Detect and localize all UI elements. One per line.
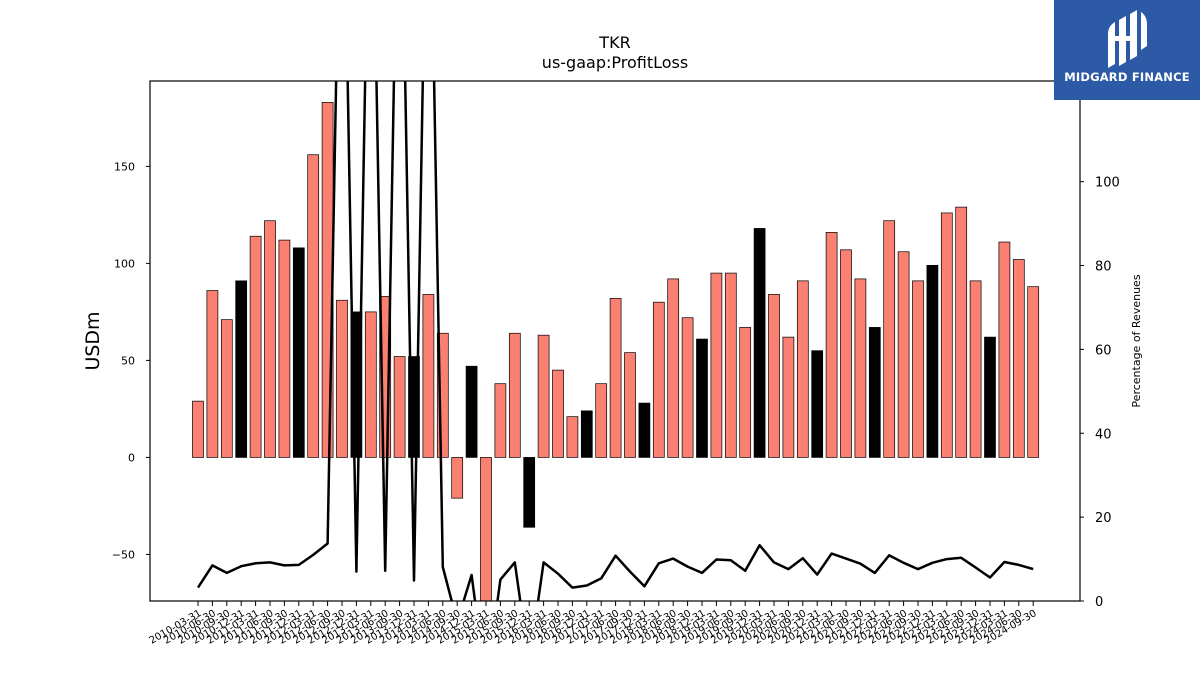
bar (379, 296, 392, 458)
bar (364, 311, 377, 458)
bar (537, 334, 550, 458)
bar (1012, 259, 1025, 458)
y2-tick-label: 40 (1095, 427, 1112, 442)
bar (897, 251, 910, 458)
y-tick-label: 150 (114, 160, 135, 173)
bar-series (192, 101, 1040, 601)
bar (984, 336, 996, 458)
logo-text: MIDGARD FINANCE (1064, 70, 1190, 84)
bar (883, 220, 896, 458)
bar (969, 280, 982, 458)
bar (926, 264, 939, 458)
bar (523, 457, 536, 528)
bar (220, 319, 233, 458)
bar (494, 383, 507, 458)
bar (696, 338, 708, 458)
y2-tick-label: 20 (1095, 511, 1112, 526)
x-axis-ticks: 2010-03-312010-06-302010-09-302010-12-31… (148, 601, 1039, 647)
bar (955, 206, 968, 458)
chart-subtitle: us-gaap:ProfitLoss (542, 53, 688, 72)
bar (840, 249, 852, 458)
bar (278, 239, 291, 458)
bar (552, 369, 564, 458)
bar (480, 457, 492, 601)
bar (292, 247, 305, 458)
bar (609, 297, 622, 458)
bar (652, 301, 665, 458)
bar (422, 294, 435, 458)
bar (667, 278, 680, 458)
bar (724, 272, 737, 458)
bar (739, 327, 752, 458)
y-axis-ticks: −50 0 50 100 150 (112, 160, 150, 561)
bar (796, 280, 809, 458)
bar (566, 416, 579, 458)
y-tick-label: −50 (112, 548, 135, 561)
bar (854, 278, 867, 458)
bar (465, 365, 478, 458)
bar (508, 332, 521, 458)
y2-tick-label: 60 (1095, 343, 1112, 358)
bar (825, 231, 838, 458)
bar (710, 272, 723, 458)
bar (393, 356, 406, 458)
bar (206, 290, 219, 458)
bar (638, 402, 651, 458)
y-tick-label: 100 (114, 257, 135, 270)
bar (235, 280, 248, 458)
bar (408, 356, 420, 458)
y-tick-label: 0 (128, 451, 135, 464)
bar (192, 400, 204, 458)
bar (624, 352, 636, 458)
bar (811, 350, 824, 458)
bar (436, 332, 449, 458)
bar (868, 327, 881, 458)
bar (249, 235, 262, 458)
y2-tick-label: 0 (1095, 595, 1103, 610)
percent-line-series (196, 81, 1034, 601)
logo-mark-icon (1108, 10, 1147, 68)
midgard-finance-logo: MIDGARD FINANCE (1054, 0, 1200, 100)
bar (580, 410, 593, 458)
bar (912, 280, 924, 458)
chart-title: TKR (598, 33, 630, 52)
y2-tick-label: 80 (1095, 260, 1112, 275)
bar (350, 311, 363, 458)
bar (451, 457, 464, 499)
bar (336, 299, 348, 458)
bar (1027, 286, 1040, 458)
bar (753, 228, 766, 458)
y2-tick-label: 100 (1095, 176, 1120, 191)
bar (998, 241, 1011, 458)
bar (595, 383, 608, 458)
y2-axis-ticks: 0 20 40 60 80 100 (1080, 176, 1120, 610)
bar (307, 154, 320, 458)
y-axis-label: USDm (82, 311, 104, 370)
bar (681, 317, 694, 458)
percent-line (196, 81, 1034, 601)
plot-frame (149, 80, 1081, 602)
y-tick-label: 50 (121, 354, 135, 367)
bar (940, 212, 953, 458)
bar (782, 336, 795, 458)
bar (768, 294, 780, 458)
bar (264, 220, 276, 458)
y2-axis-label: Percentage of Revenues (1130, 274, 1143, 407)
